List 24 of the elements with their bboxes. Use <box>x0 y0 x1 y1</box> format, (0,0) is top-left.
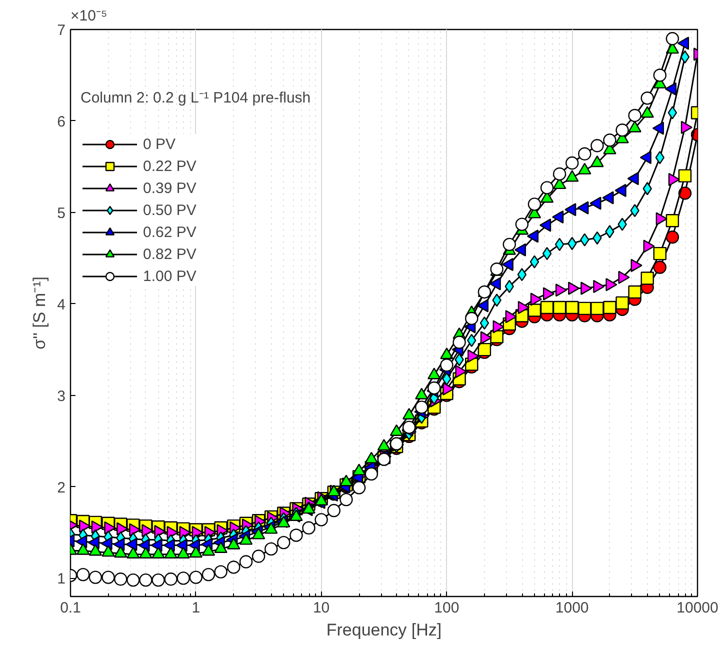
legend-label: 0.82 PV <box>143 246 196 262</box>
y-axis-title: σ'' [S m⁻¹] <box>30 276 50 350</box>
x-tick-label: 10000 <box>676 600 718 616</box>
legend-label: 0.50 PV <box>143 202 196 218</box>
x-axis-title: Frequency [Hz] <box>326 620 442 640</box>
x-tick-label: 10 <box>312 600 330 616</box>
y-tick-label: 1 <box>57 570 66 588</box>
y-tick-label: 4 <box>57 296 66 314</box>
x-tick-label: 100 <box>434 600 460 616</box>
y-tick-label: 7 <box>57 22 66 39</box>
legend-label: 0.39 PV <box>143 180 196 196</box>
annotation: Column 2: 0.2 g L⁻¹ P104 pre-flush <box>80 90 311 106</box>
legend-label: 0 PV <box>143 136 176 152</box>
legend-label: 0.62 PV <box>143 224 196 240</box>
y-tick-label: 2 <box>57 479 66 496</box>
text: ×10⁻⁵ <box>70 8 108 24</box>
y-tick-label: 5 <box>57 204 66 222</box>
legend-label: 0.22 PV <box>143 158 196 174</box>
legend-label: 1.00 PV <box>143 268 196 284</box>
x-tick-label: 0.1 <box>60 600 81 616</box>
x-tick-label: 1000 <box>555 600 589 616</box>
y-tick-label: 6 <box>57 113 66 130</box>
x-tick-label: 1 <box>192 600 200 616</box>
y-tick-label: 3 <box>57 388 66 405</box>
